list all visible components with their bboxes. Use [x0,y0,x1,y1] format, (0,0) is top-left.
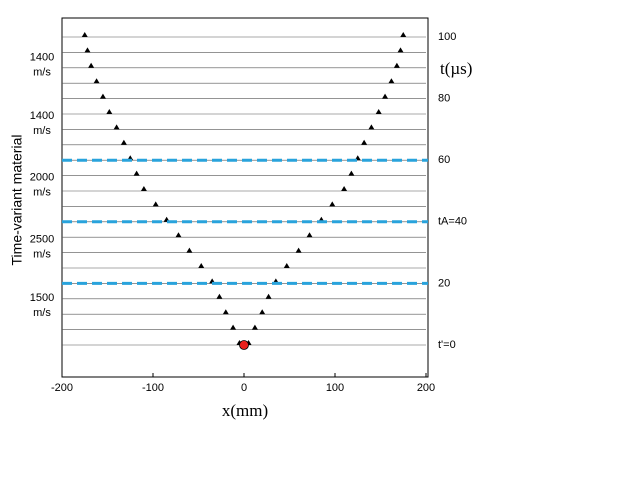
wavefront-peak [186,247,193,253]
wavefront-peak [306,232,313,238]
wavefront-peak [88,62,95,68]
wavefront-peak [99,93,106,99]
y2-tick-label: t'=0 [438,339,456,351]
wavefront-peak [175,232,182,238]
wavefront-peak [133,170,140,176]
wavefront-peak [397,47,404,53]
material-speed: 1400 [30,52,54,64]
wavefront-peak [348,170,355,176]
material-unit: m/s [33,125,51,137]
wavefront-peak [140,186,147,191]
wavefront-peak [382,93,389,99]
source-point [239,340,249,350]
wavefront-peak [198,263,205,268]
wavefront-peak [329,201,336,207]
plot-frame [61,17,429,378]
material-speed: 2500 [30,233,54,245]
wavefront-peak [361,139,368,145]
y2-tick-label: tA=40 [438,216,467,228]
x-tick-label: 0 [241,382,247,394]
x-axis-label: x(mm) [222,401,268,420]
y2-tick-label: 20 [438,277,450,289]
wavefront-peak [106,109,113,114]
material-unit: m/s [33,307,51,319]
material-speed: 1500 [30,292,54,304]
wavefront-peak [251,324,258,330]
wavefront-peak [216,293,223,299]
material-speed: 1400 [30,110,54,122]
wavefront-peak [84,47,91,53]
x-tick-label: -200 [51,382,73,394]
wavefront-peak [295,247,302,253]
wavefront-peak [259,309,266,315]
wavefront-peak [230,324,237,330]
wavefront-peak [388,78,395,84]
material-unit: m/s [33,67,51,79]
material-unit: m/s [33,248,51,260]
wavefront-peak [120,139,127,145]
wavefront-peak [341,186,348,191]
y-axis-label: Time-variant material [9,135,25,266]
wavefront-peak [113,124,120,130]
wavefront-peak [81,32,88,37]
y2-tick-label: 100 [438,31,456,43]
y2-axis-label: t(µs) [440,59,472,78]
wavefront-peak [393,62,400,68]
x-tick-label: 100 [326,382,344,394]
x-tick-label: -100 [142,382,164,394]
y2-tick-label: 60 [438,154,450,166]
wavefront-peak [93,78,100,84]
wavefront-peak [400,32,407,37]
material-unit: m/s [33,187,51,199]
y2-tick-label: 80 [438,93,450,105]
material-speed: 2000 [30,172,54,184]
wavefront-peak [152,201,159,207]
x-tick-label: 200 [417,382,435,394]
wavefront-peak [222,309,229,315]
wavefront-peak [283,263,290,268]
wavefront-peak [375,109,382,114]
wavefront-peak [265,293,272,299]
wavefront-peak [368,124,375,130]
